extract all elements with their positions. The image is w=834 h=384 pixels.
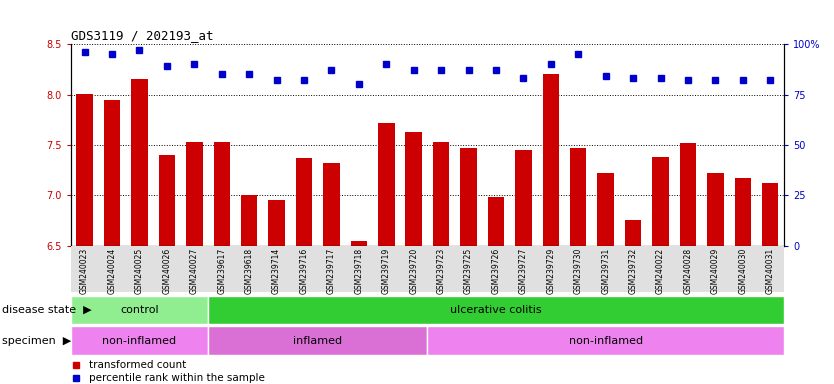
Text: GSM240027: GSM240027 bbox=[190, 248, 198, 294]
Text: GSM239714: GSM239714 bbox=[272, 248, 281, 294]
Text: GSM240022: GSM240022 bbox=[656, 248, 665, 294]
Text: GSM239718: GSM239718 bbox=[354, 248, 364, 294]
Text: GSM240023: GSM240023 bbox=[80, 248, 89, 294]
Bar bbox=[400, 246, 427, 292]
Bar bbox=[455, 246, 482, 292]
Text: GSM240028: GSM240028 bbox=[684, 248, 692, 294]
Bar bbox=[290, 246, 318, 292]
Bar bbox=[296, 158, 312, 246]
Bar bbox=[488, 197, 505, 246]
Bar bbox=[537, 246, 565, 292]
Bar bbox=[158, 155, 175, 246]
Bar bbox=[729, 246, 756, 292]
Bar bbox=[570, 148, 586, 246]
Text: GSM239617: GSM239617 bbox=[217, 248, 226, 294]
Bar bbox=[427, 246, 455, 292]
Bar bbox=[71, 246, 98, 292]
Bar bbox=[625, 220, 641, 246]
Text: GSM239727: GSM239727 bbox=[519, 248, 528, 294]
Text: non-inflamed: non-inflamed bbox=[103, 336, 177, 346]
Text: GSM239720: GSM239720 bbox=[409, 248, 418, 294]
Text: GSM239618: GSM239618 bbox=[244, 248, 254, 294]
Bar bbox=[378, 123, 394, 246]
Bar bbox=[263, 246, 290, 292]
Bar bbox=[235, 246, 263, 292]
Bar bbox=[318, 246, 345, 292]
Text: transformed count: transformed count bbox=[88, 359, 186, 369]
Bar bbox=[131, 79, 148, 246]
Bar bbox=[214, 142, 230, 246]
Text: GSM240025: GSM240025 bbox=[135, 248, 144, 294]
Bar bbox=[701, 246, 729, 292]
Bar bbox=[756, 246, 784, 292]
Bar bbox=[153, 246, 181, 292]
Bar bbox=[126, 246, 153, 292]
Bar bbox=[543, 74, 559, 246]
Text: percentile rank within the sample: percentile rank within the sample bbox=[88, 372, 264, 382]
Bar bbox=[597, 173, 614, 246]
Bar bbox=[345, 246, 373, 292]
Bar bbox=[735, 178, 751, 246]
Text: GSM240024: GSM240024 bbox=[108, 248, 117, 294]
Bar bbox=[427, 326, 784, 355]
Bar bbox=[515, 150, 531, 246]
Text: GSM240029: GSM240029 bbox=[711, 248, 720, 294]
Text: inflamed: inflamed bbox=[294, 336, 342, 346]
Bar bbox=[620, 246, 647, 292]
Bar bbox=[674, 246, 701, 292]
Bar bbox=[77, 94, 93, 246]
Bar bbox=[482, 246, 510, 292]
Text: GSM240031: GSM240031 bbox=[766, 248, 775, 294]
Text: non-inflamed: non-inflamed bbox=[569, 336, 643, 346]
Bar bbox=[269, 200, 284, 246]
Text: GSM240026: GSM240026 bbox=[163, 248, 171, 294]
Text: ulcerative colitis: ulcerative colitis bbox=[450, 305, 542, 315]
Bar bbox=[208, 246, 235, 292]
Bar bbox=[208, 296, 784, 324]
Bar bbox=[647, 246, 674, 292]
Bar bbox=[208, 326, 427, 355]
Bar bbox=[98, 246, 126, 292]
Text: GSM239719: GSM239719 bbox=[382, 248, 391, 294]
Text: GSM239731: GSM239731 bbox=[601, 248, 610, 294]
Text: GSM239723: GSM239723 bbox=[437, 248, 445, 294]
Bar bbox=[592, 246, 620, 292]
Bar bbox=[103, 99, 120, 246]
Bar bbox=[181, 246, 208, 292]
Bar bbox=[762, 183, 778, 246]
Bar bbox=[707, 173, 724, 246]
Text: GSM239717: GSM239717 bbox=[327, 248, 336, 294]
Text: GSM239716: GSM239716 bbox=[299, 248, 309, 294]
Bar bbox=[373, 246, 400, 292]
Text: GSM239732: GSM239732 bbox=[629, 248, 638, 294]
Text: GSM239729: GSM239729 bbox=[546, 248, 555, 294]
Bar bbox=[565, 246, 592, 292]
Bar bbox=[71, 326, 208, 355]
Bar bbox=[460, 148, 477, 246]
Text: control: control bbox=[120, 305, 158, 315]
Text: GSM239730: GSM239730 bbox=[574, 248, 583, 295]
Bar bbox=[350, 241, 367, 246]
Text: disease state  ▶: disease state ▶ bbox=[2, 305, 91, 315]
Bar bbox=[241, 195, 258, 246]
Bar bbox=[510, 246, 537, 292]
Bar bbox=[324, 163, 339, 246]
Text: GSM239725: GSM239725 bbox=[464, 248, 473, 294]
Bar bbox=[652, 157, 669, 246]
Bar bbox=[680, 143, 696, 246]
Text: GDS3119 / 202193_at: GDS3119 / 202193_at bbox=[71, 28, 214, 41]
Text: GSM239726: GSM239726 bbox=[491, 248, 500, 294]
Bar bbox=[433, 142, 450, 246]
Bar bbox=[186, 142, 203, 246]
Bar bbox=[71, 296, 208, 324]
Text: specimen  ▶: specimen ▶ bbox=[2, 336, 71, 346]
Bar bbox=[405, 132, 422, 246]
Text: GSM240030: GSM240030 bbox=[738, 248, 747, 295]
